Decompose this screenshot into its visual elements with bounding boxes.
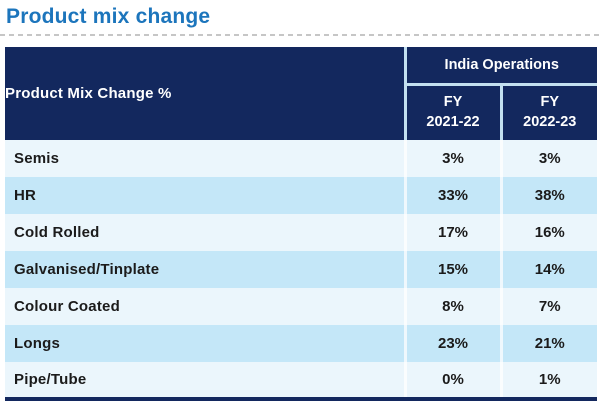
value-fy-2022-23: 21% (499, 325, 598, 362)
header-fy-2022-23-line2: 2022-23 (523, 113, 577, 130)
value-fy-2021-22: 15% (403, 251, 501, 288)
row-label: HR (5, 177, 405, 214)
table-row-hr: HR 33% 38% (5, 177, 598, 214)
table-row-semis: Semis 3% 3% (5, 140, 598, 177)
header-group-india-operations: India Operations (403, 47, 598, 86)
row-label: Longs (5, 325, 405, 362)
header-fy-2021-22-line1: FY (443, 94, 463, 111)
row-label: Galvanised/Tinplate (5, 251, 405, 288)
value-fy-2022-23: 14% (499, 251, 598, 288)
value-fy-2022-23: 38% (499, 177, 598, 214)
header-fy-2022-23-line1: FY (540, 94, 560, 111)
value-fy-2021-22: 3% (403, 140, 501, 177)
value-fy-2021-22: 23% (403, 325, 501, 362)
row-label: Cold Rolled (5, 214, 405, 251)
value-fy-2022-23: 7% (499, 288, 598, 325)
value-fy-2021-22: 0% (403, 362, 501, 399)
table-row-cold-rolled: Cold Rolled 17% 16% (5, 214, 598, 251)
header-product-mix-change: Product Mix Change % (5, 47, 405, 140)
page-title: Product mix change (6, 5, 211, 28)
header-fy-2022-23: FY 2022-23 (499, 84, 598, 140)
value-fy-2021-22: 8% (403, 288, 501, 325)
table-row-longs: Longs 23% 21% (5, 325, 598, 362)
header-fy-2021-22-line2: 2021-22 (426, 113, 480, 130)
value-fy-2021-22: 17% (403, 214, 501, 251)
value-fy-2022-23: 3% (499, 140, 598, 177)
table-row-galvanised-tinplate: Galvanised/Tinplate 15% 14% (5, 251, 598, 288)
header-fy-2021-22: FY 2021-22 (403, 84, 501, 140)
table-header: Product Mix Change % India Operations FY… (5, 47, 598, 140)
product-mix-table: Product Mix Change % India Operations FY… (5, 47, 598, 401)
title-underline-divider (0, 34, 600, 36)
table-row-pipe-tube: Pipe/Tube 0% 1% (5, 362, 598, 399)
row-label: Pipe/Tube (5, 362, 405, 399)
value-fy-2022-23: 16% (499, 214, 598, 251)
row-label: Semis (5, 140, 405, 177)
table-row-colour-coated: Colour Coated 8% 7% (5, 288, 598, 325)
table-body: Semis 3% 3% HR 33% 38% Cold Rolled 17% 1… (5, 140, 598, 399)
value-fy-2021-22: 33% (403, 177, 501, 214)
value-fy-2022-23: 1% (499, 362, 598, 399)
row-label: Colour Coated (5, 288, 405, 325)
